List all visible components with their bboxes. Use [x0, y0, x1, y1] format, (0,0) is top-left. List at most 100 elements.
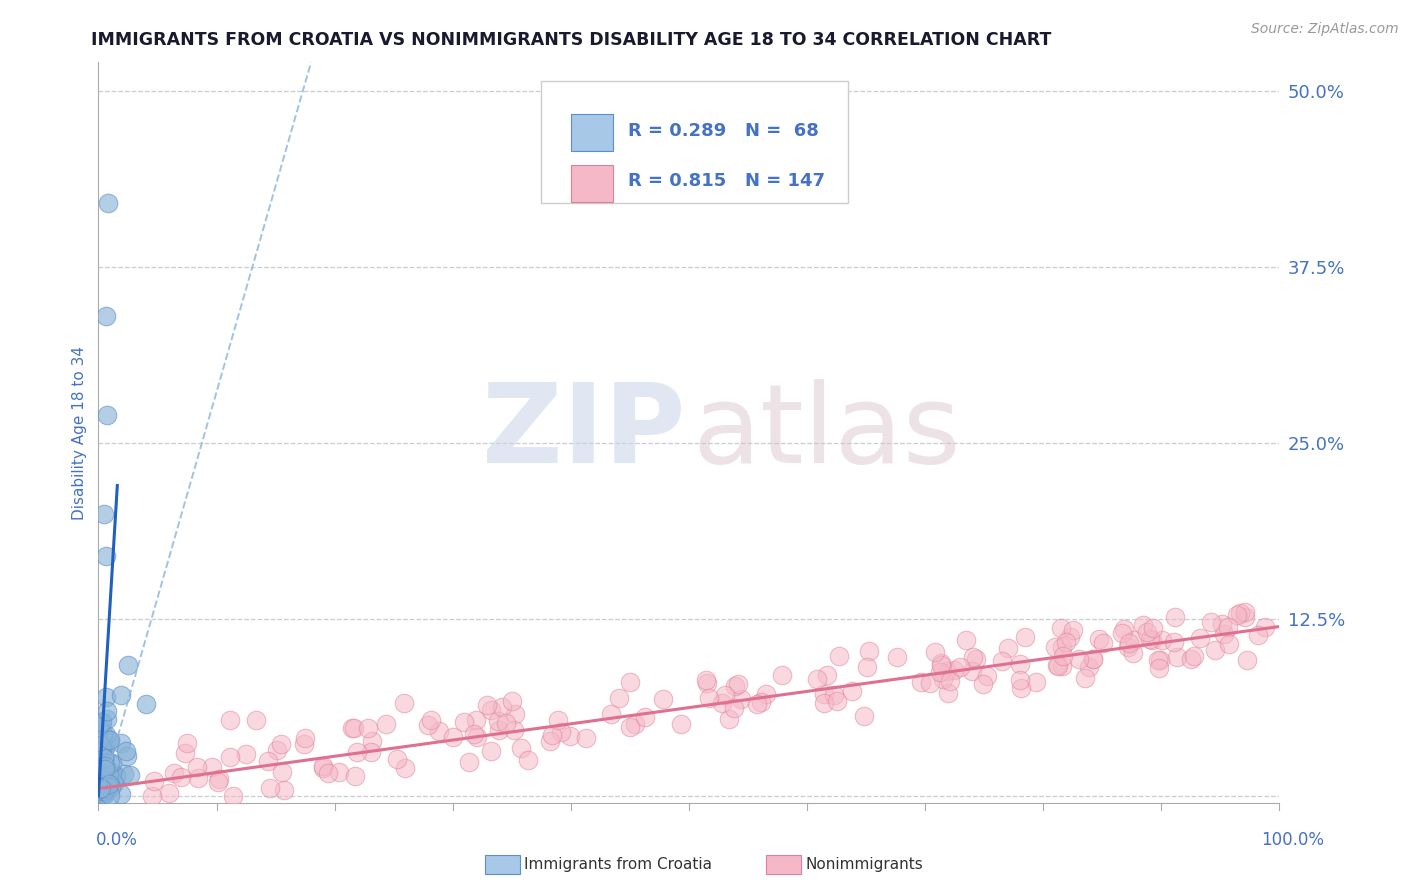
Text: atlas: atlas [693, 379, 960, 486]
Point [955, 632, 977, 647]
Point [112, 767, 135, 781]
Point [852, 709, 875, 723]
Point [770, 668, 793, 682]
Point [219, 714, 242, 728]
Point [93, 507, 115, 521]
Point [1062, 623, 1084, 637]
Point [939, 674, 962, 689]
Point [110, 736, 132, 750]
Point [723, 700, 745, 714]
Point [695, 673, 717, 687]
Point [1146, 652, 1168, 666]
Point [503, 707, 526, 722]
Point [550, 724, 572, 739]
Point [157, 786, 180, 800]
Point [858, 643, 880, 657]
Point [93, 773, 115, 788]
Point [965, 652, 987, 666]
Point [361, 734, 384, 748]
Text: R = 0.289   N =  68: R = 0.289 N = 68 [627, 121, 818, 140]
Point [1054, 635, 1077, 649]
Point [170, 770, 193, 784]
Point [186, 760, 208, 774]
Point [1050, 640, 1073, 654]
Point [94, 762, 117, 776]
Point [91, 786, 114, 800]
Point [328, 764, 350, 779]
Point [488, 723, 510, 737]
Point [924, 645, 946, 659]
Point [1211, 617, 1233, 632]
Point [463, 727, 485, 741]
Point [1136, 625, 1159, 640]
Point [943, 663, 966, 677]
Point [825, 694, 848, 708]
Point [259, 781, 281, 796]
Point [340, 721, 363, 735]
Point [1212, 627, 1234, 641]
Point [257, 754, 280, 768]
Point [479, 744, 502, 758]
Point [634, 710, 657, 724]
Point [208, 772, 231, 786]
Text: Source: ZipAtlas.com: Source: ZipAtlas.com [1251, 22, 1399, 37]
Point [1150, 633, 1173, 648]
Point [929, 657, 952, 672]
Point [90, 739, 112, 753]
Point [1147, 661, 1170, 675]
Point [1218, 636, 1240, 650]
Point [90, 768, 112, 782]
Point [100, 780, 122, 794]
Point [856, 660, 879, 674]
Point [754, 687, 776, 701]
Point [103, 776, 125, 790]
Point [815, 667, 838, 681]
Point [936, 665, 959, 679]
Point [991, 654, 1014, 668]
Point [619, 720, 641, 734]
Point [90, 780, 112, 795]
Text: IMMIGRANTS FROM CROATIA VS NONIMMIGRANTS DISABILITY AGE 18 TO 34 CORRELATION CHA: IMMIGRANTS FROM CROATIA VS NONIMMIGRANTS… [91, 31, 1052, 49]
Point [266, 743, 288, 757]
Point [117, 658, 139, 673]
Point [1188, 631, 1211, 645]
Point [1052, 649, 1074, 664]
Point [94, 758, 117, 772]
Point [920, 676, 942, 690]
Point [98, 732, 121, 747]
Point [163, 765, 186, 780]
Point [1043, 640, 1066, 655]
Point [89, 784, 111, 798]
Point [90, 732, 112, 747]
Point [87, 770, 110, 784]
Point [97, 767, 120, 781]
Point [696, 676, 718, 690]
Point [311, 761, 333, 775]
Point [1163, 609, 1185, 624]
Point [509, 740, 531, 755]
Point [1118, 636, 1140, 650]
Point [464, 713, 486, 727]
Point [89, 720, 111, 734]
Point [1014, 630, 1036, 644]
Point [669, 716, 692, 731]
Text: R = 0.815   N = 147: R = 0.815 N = 147 [627, 172, 824, 190]
Point [1116, 640, 1139, 655]
Point [93, 744, 115, 758]
Point [1234, 610, 1257, 624]
Point [841, 684, 863, 698]
Point [730, 692, 752, 706]
Point [91, 743, 114, 757]
Point [90, 731, 112, 746]
Point [1199, 615, 1222, 630]
Point [1010, 657, 1032, 672]
Bar [571, 114, 613, 152]
Point [270, 737, 292, 751]
Point [173, 746, 195, 760]
Point [1050, 621, 1073, 635]
Point [541, 728, 564, 742]
Point [94, 549, 117, 563]
Y-axis label: Disability Age 18 to 34: Disability Age 18 to 34 [72, 345, 87, 520]
Point [1067, 652, 1090, 666]
Point [475, 698, 498, 712]
